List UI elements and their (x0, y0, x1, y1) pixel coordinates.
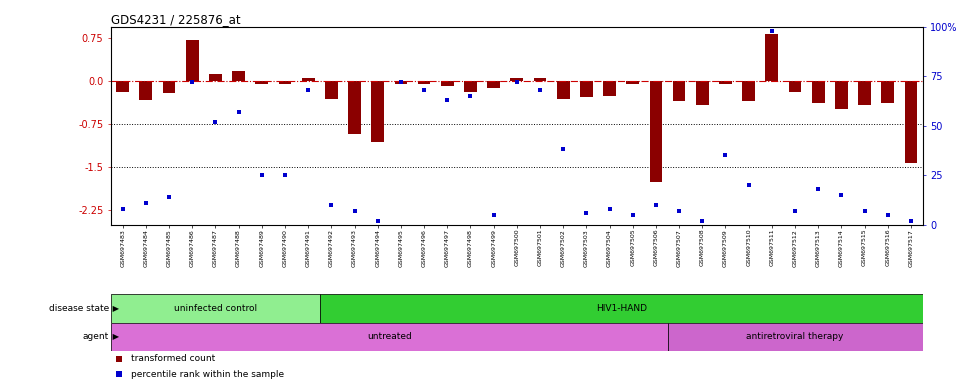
Bar (417, 81, 431, 84)
Bar (487, 81, 500, 88)
Text: antiretroviral therapy: antiretroviral therapy (747, 333, 843, 341)
Bar (649, 81, 663, 182)
Text: transformed count: transformed count (131, 354, 215, 363)
Bar (162, 81, 176, 93)
Text: disease state: disease state (49, 304, 109, 313)
Bar (533, 78, 547, 81)
Bar (510, 78, 524, 81)
Bar (278, 81, 292, 84)
Bar (719, 81, 732, 84)
Text: GDS4231 / 225876_at: GDS4231 / 225876_at (111, 13, 241, 26)
Bar (139, 81, 153, 100)
Bar (696, 81, 709, 106)
Bar (185, 40, 199, 81)
Bar (232, 71, 245, 81)
Bar (325, 81, 338, 99)
Bar (556, 81, 570, 99)
Bar (371, 81, 384, 142)
Text: HIV1-HAND: HIV1-HAND (596, 304, 646, 313)
Text: ▶: ▶ (110, 304, 119, 313)
Bar (111, 294, 320, 323)
Text: agent: agent (83, 333, 109, 341)
Bar (788, 81, 802, 92)
Bar (603, 81, 616, 96)
Bar (394, 81, 408, 84)
Bar (255, 81, 269, 84)
Text: ▶: ▶ (110, 333, 119, 341)
Text: percentile rank within the sample: percentile rank within the sample (131, 370, 285, 379)
Bar (811, 81, 825, 103)
Bar (835, 81, 848, 109)
Bar (742, 81, 755, 101)
Bar (668, 323, 923, 351)
Bar (881, 81, 895, 103)
Bar (301, 78, 315, 81)
Bar (765, 34, 779, 81)
Bar (672, 81, 686, 101)
Bar (440, 81, 454, 86)
Text: uninfected control: uninfected control (174, 304, 257, 313)
Bar (320, 294, 923, 323)
Bar (111, 323, 668, 351)
Bar (116, 81, 129, 92)
Bar (904, 81, 918, 163)
Bar (858, 81, 871, 106)
Bar (209, 74, 222, 81)
Bar (464, 81, 477, 92)
Bar (626, 81, 639, 84)
Bar (348, 81, 361, 134)
Text: untreated: untreated (367, 333, 412, 341)
Bar (580, 81, 593, 98)
